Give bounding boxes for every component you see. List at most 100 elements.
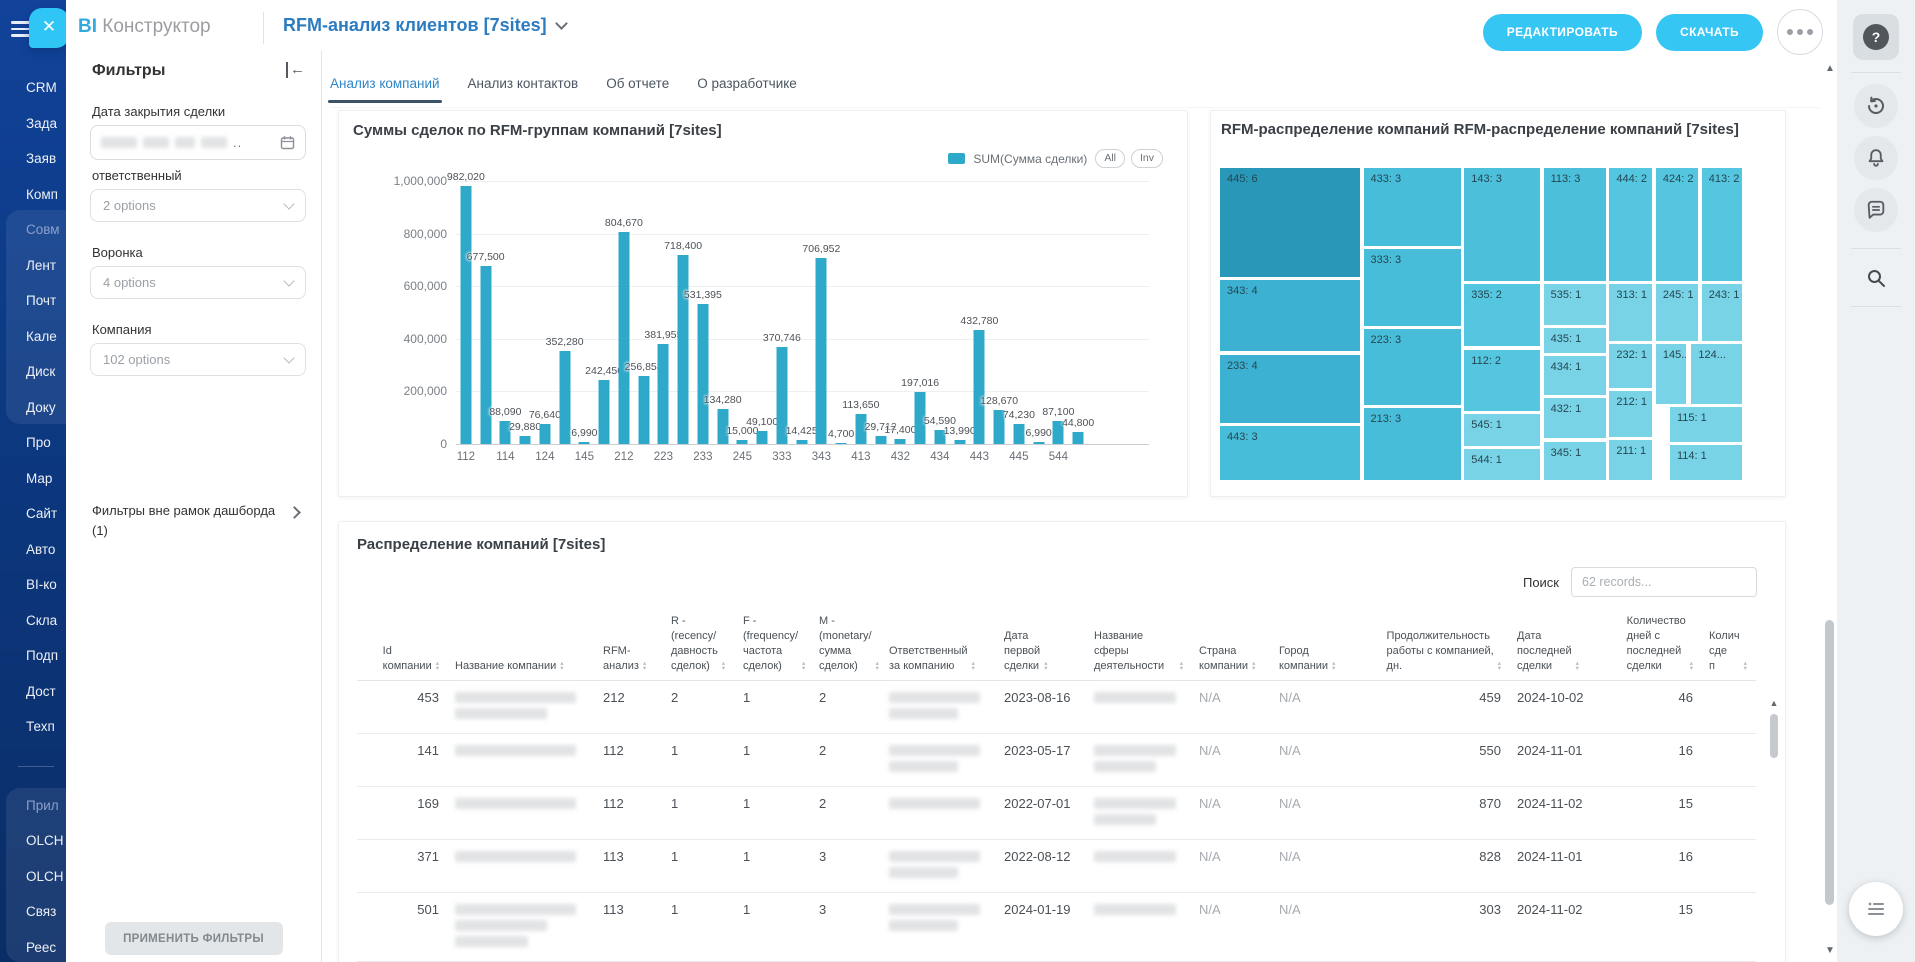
- sidebar-item-зада[interactable]: Зада: [26, 115, 58, 131]
- treemap-cell-445[interactable]: 445: 6: [1220, 168, 1360, 277]
- bar-124[interactable]: [539, 423, 551, 444]
- sort-icon[interactable]: ▴ ▾: [1252, 660, 1256, 672]
- bar-212[interactable]: [618, 232, 630, 444]
- column-header-days[interactable]: Количество дней с последней сделки ▴ ▾: [1603, 610, 1701, 682]
- sidebar-item-дост[interactable]: Дост: [26, 683, 56, 699]
- treemap-cell-435[interactable]: 435: 1: [1543, 328, 1606, 353]
- treemap-cell-233[interactable]: 233: 4: [1220, 354, 1360, 423]
- tab-анализ-компаний[interactable]: Анализ компаний: [328, 76, 442, 103]
- table-scrollbar[interactable]: ▲: [1769, 698, 1779, 962]
- treemap-cell-424[interactable]: 424: 2: [1655, 168, 1699, 281]
- treemap-cell-124[interactable]: 124...: [1691, 344, 1742, 404]
- bar-233[interactable]: [697, 304, 709, 444]
- bar-115[interactable]: [519, 436, 531, 444]
- sidebar-item-про[interactable]: Про: [26, 435, 51, 450]
- sidebar-item-авто[interactable]: Авто: [26, 541, 56, 557]
- column-header-last_deal[interactable]: Дата последней сделки ▴ ▾: [1509, 610, 1603, 682]
- sort-icon[interactable]: ▴ ▾: [1179, 660, 1183, 672]
- treemap-cell-545[interactable]: 545: 1: [1464, 413, 1540, 447]
- quick-list-button[interactable]: [1849, 882, 1903, 936]
- bar-545[interactable]: [1072, 432, 1084, 444]
- column-header-id[interactable]: Id компании ▴ ▾: [357, 610, 447, 682]
- sidebar-item-связ[interactable]: Связ: [26, 904, 57, 919]
- column-header-rfm[interactable]: RFM- анализ ▴ ▾: [595, 610, 663, 682]
- bar-114[interactable]: [499, 420, 511, 444]
- tab-об-отчете[interactable]: Об отчете: [606, 76, 670, 91]
- sidebar-item-лент[interactable]: Лент: [26, 257, 57, 273]
- scroll-down-icon[interactable]: ▼: [1825, 945, 1835, 956]
- table-row[interactable]: 453 212 2 1 2 2023-08-16 N/A N/A 459 2024-10-02 46: [357, 680, 1756, 735]
- apply-filters-button[interactable]: ПРИМЕНИТЬ ФИЛЬТРЫ: [104, 922, 283, 955]
- treemap-cell-223[interactable]: 223: 3: [1363, 328, 1461, 405]
- treemap-cell-113[interactable]: 113: 3: [1543, 168, 1606, 281]
- column-header-extra[interactable]: Колич сде п ▴ ▾: [1701, 610, 1756, 682]
- treemap-cell-114[interactable]: 114: 1: [1669, 445, 1742, 480]
- sort-icon[interactable]: ▴ ▾: [1575, 660, 1579, 672]
- treemap-cell-345[interactable]: 345: 1: [1543, 441, 1606, 480]
- treemap-cell-115[interactable]: 115: 1: [1669, 406, 1742, 443]
- treemap-cell-213[interactable]: 213: 3: [1363, 407, 1461, 480]
- bar-143[interactable]: [559, 351, 571, 444]
- main-scroll-thumb[interactable]: [1825, 620, 1834, 905]
- sidebar-item-подп[interactable]: Подп: [26, 648, 59, 663]
- sidebar-item-реес[interactable]: Реес: [26, 939, 57, 955]
- table-row[interactable]: 371 113 1 1 3 2022-08-12 N/A N/A 828 2024-11-01 16: [357, 839, 1756, 894]
- sidebar-item-olch[interactable]: OLCH: [26, 833, 64, 848]
- bar-445[interactable]: [1013, 424, 1025, 444]
- bar-544[interactable]: [1052, 421, 1064, 444]
- table-row[interactable]: 169 112 1 1 2 2022-07-01 N/A N/A 870 2024-11-02 15: [357, 786, 1756, 841]
- column-header-sphere[interactable]: Название сферы деятельности ▴ ▾: [1086, 610, 1191, 682]
- bar-432[interactable]: [894, 439, 906, 444]
- column-header-first_deal[interactable]: Дата первой сделки ▴ ▾: [996, 610, 1086, 682]
- date-range-input[interactable]: ..: [90, 125, 306, 160]
- help-button[interactable]: ?: [1853, 14, 1899, 60]
- bar-424[interactable]: [875, 436, 887, 444]
- column-header-name[interactable]: Название компании ▴ ▾: [447, 610, 595, 682]
- bar-444[interactable]: [993, 410, 1005, 444]
- treemap-cell-333[interactable]: 333: 3: [1363, 249, 1461, 326]
- tab-анализ-контактов[interactable]: Анализ контактов: [467, 76, 579, 91]
- sort-icon[interactable]: ▴ ▾: [1689, 660, 1693, 672]
- history-button[interactable]: [1854, 84, 1898, 128]
- menu-icon[interactable]: [11, 21, 33, 41]
- treemap-cell-343[interactable]: 343: 4: [1220, 280, 1360, 352]
- bar-313[interactable]: [756, 431, 768, 444]
- tab-о-разработчике[interactable]: О разработчике: [697, 76, 797, 91]
- bar-211[interactable]: [598, 380, 610, 444]
- bar-434[interactable]: [934, 429, 946, 444]
- sidebar-item-заяв[interactable]: Заяв: [26, 151, 57, 166]
- sort-icon[interactable]: ▴ ▾: [1332, 660, 1336, 672]
- bar-413[interactable]: [855, 414, 867, 444]
- sort-icon[interactable]: ▴ ▾: [1044, 660, 1048, 672]
- bar-232[interactable]: [677, 255, 689, 444]
- app-logo[interactable]: BI Конструктор: [78, 16, 211, 38]
- sort-icon[interactable]: ▴ ▾: [435, 660, 439, 672]
- bar-213[interactable]: [638, 376, 650, 444]
- search-input[interactable]: [1571, 567, 1757, 597]
- bar-535[interactable]: [1033, 442, 1045, 444]
- sidebar-item-техп[interactable]: Техп: [26, 719, 55, 734]
- column-header-city[interactable]: Город компании ▴ ▾: [1271, 610, 1351, 682]
- sidebar-item-olch[interactable]: OLCH: [26, 868, 64, 884]
- treemap-cell-143[interactable]: 143: 3: [1464, 168, 1540, 281]
- close-bubble-button[interactable]: ✕: [29, 8, 66, 48]
- sidebar-item-сайт[interactable]: Сайт: [26, 506, 58, 521]
- sidebar-item-совм[interactable]: Совм: [26, 222, 60, 237]
- bar-112[interactable]: [460, 185, 472, 444]
- filters-outside-link[interactable]: Фильтры вне рамок дашборда (1): [92, 503, 276, 538]
- report-title-dropdown[interactable]: RFM-анализ клиентов [7sites]: [283, 15, 568, 36]
- bar-335[interactable]: [796, 440, 808, 444]
- filter-select[interactable]: 102 options: [90, 343, 306, 376]
- treemap-cell-145[interactable]: 145...: [1655, 344, 1686, 404]
- bar-145[interactable]: [578, 442, 590, 444]
- sidebar-item-мар[interactable]: Мар: [26, 470, 53, 486]
- bar-333[interactable]: [776, 346, 788, 444]
- treemap-cell-245[interactable]: 245: 1: [1655, 284, 1699, 342]
- treemap-cell-211[interactable]: 211: 1: [1609, 439, 1653, 480]
- treemap-cell-243[interactable]: 243: 1: [1701, 284, 1742, 342]
- filter-select[interactable]: 2 options: [90, 189, 306, 222]
- table-row[interactable]: 501 113 1 1 3 2024-01-19 N/A N/A 303 2024-11-02 15: [357, 892, 1756, 962]
- sort-icon[interactable]: ▴ ▾: [875, 660, 879, 672]
- search-button[interactable]: [1856, 258, 1896, 298]
- sidebar-item-прил[interactable]: Прил: [26, 797, 59, 813]
